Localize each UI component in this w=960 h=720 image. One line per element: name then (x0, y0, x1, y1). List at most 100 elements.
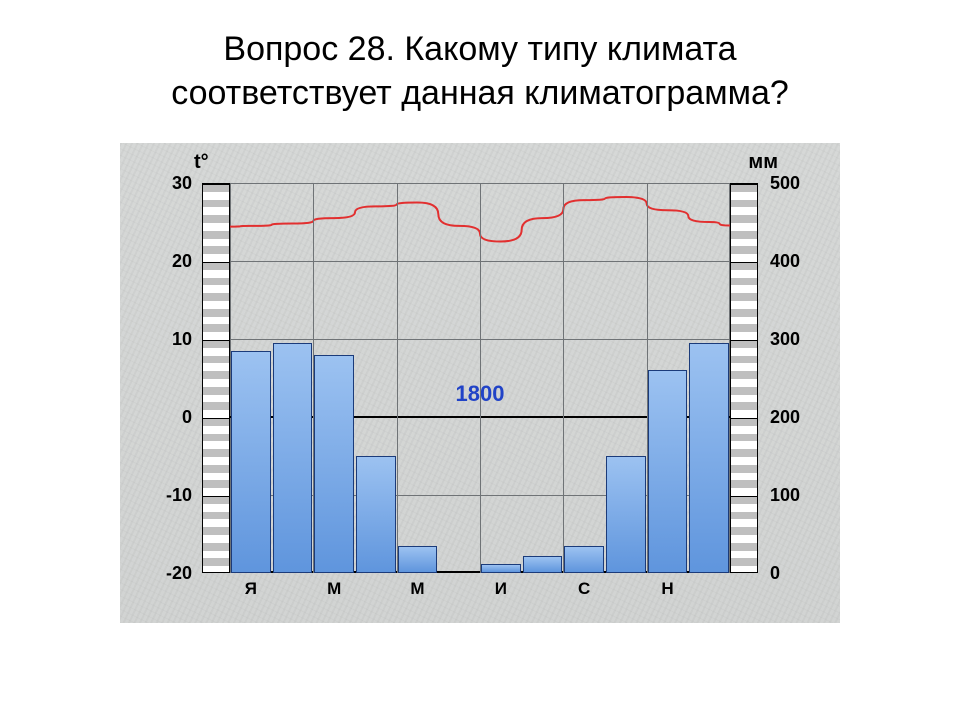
ruler-band (731, 356, 757, 364)
ruler-band (731, 293, 757, 301)
x-tick-label: М (327, 579, 341, 599)
precip-bar (314, 355, 354, 573)
ruler-band (731, 434, 757, 442)
climograph: t° мм 1800 30 500 20 400 10 300 0 200 -10 100 -20 0… (120, 143, 840, 623)
ruler-band (731, 543, 757, 551)
right-scale-ruler (730, 183, 758, 573)
right-tick-label: 300 (770, 329, 822, 350)
ruler-band (203, 527, 229, 535)
ruler-major-tick (203, 262, 229, 263)
plot-area: 1800 (230, 183, 730, 573)
ruler-major-tick (203, 184, 229, 185)
ruler-band (203, 480, 229, 488)
ruler-band (203, 512, 229, 520)
ruler-band (731, 200, 757, 208)
ruler-band (203, 184, 229, 192)
ruler-band (731, 340, 757, 348)
precip-bar (273, 343, 313, 573)
ruler-band (731, 480, 757, 488)
ruler-band (203, 402, 229, 410)
ruler-band (731, 278, 757, 286)
ruler-band (731, 496, 757, 504)
precip-bar (231, 351, 271, 573)
precip-bar (523, 556, 563, 573)
ruler-band (203, 200, 229, 208)
ruler-major-tick (731, 184, 757, 185)
ruler-band (203, 293, 229, 301)
ruler-band (731, 184, 757, 192)
ruler-band (731, 512, 757, 520)
x-tick-label: Я (245, 579, 257, 599)
ruler-major-tick (203, 418, 229, 419)
ruler-band (731, 231, 757, 239)
ruler-band (203, 434, 229, 442)
x-tick-label: И (495, 579, 507, 599)
ruler-major-tick (731, 418, 757, 419)
left-tick-label: 0 (146, 407, 192, 428)
ruler-band (731, 371, 757, 379)
left-scale-ruler (202, 183, 230, 573)
ruler-band (731, 262, 757, 270)
left-tick-label: 30 (146, 173, 192, 194)
right-tick-label: 0 (770, 563, 822, 584)
left-tick-label: -20 (146, 563, 192, 584)
ruler-band (731, 309, 757, 317)
x-tick-label: С (578, 579, 590, 599)
ruler-band (203, 231, 229, 239)
ruler-band (203, 387, 229, 395)
ruler-band (731, 418, 757, 426)
left-tick-label: 20 (146, 251, 192, 272)
right-tick-label: 200 (770, 407, 822, 428)
ruler-band (203, 262, 229, 270)
right-axis-title: мм (748, 151, 778, 174)
ruler-band (203, 465, 229, 473)
ruler-band (731, 558, 757, 566)
ruler-major-tick (203, 340, 229, 341)
precip-bar (689, 343, 729, 573)
right-tick-label: 500 (770, 173, 822, 194)
ruler-band (203, 449, 229, 457)
right-tick-label: 400 (770, 251, 822, 272)
gridline-v (480, 183, 481, 573)
ruler-major-tick (731, 262, 757, 263)
precip-bar (398, 546, 438, 573)
title-line-1: Вопрос 28. Какому типу климата (223, 30, 736, 68)
title-line-2: соответствует данная климатограмма? (171, 74, 789, 112)
left-axis-title: t° (194, 151, 209, 174)
precip-bar (648, 370, 688, 573)
precip-bar (564, 546, 604, 573)
gridline-v (563, 183, 564, 573)
left-tick-label: 10 (146, 329, 192, 350)
precip-bar (481, 564, 521, 573)
ruler-band (731, 324, 757, 332)
ruler-band (203, 371, 229, 379)
ruler-major-tick (731, 340, 757, 341)
ruler-band (203, 324, 229, 332)
ruler-major-tick (203, 496, 229, 497)
x-tick-label: Н (661, 579, 673, 599)
ruler-band (203, 278, 229, 286)
ruler-band (203, 558, 229, 566)
ruler-band (731, 449, 757, 457)
ruler-major-tick (731, 496, 757, 497)
ruler-band (203, 496, 229, 504)
left-tick-label: -10 (146, 485, 192, 506)
ruler-band (203, 215, 229, 223)
x-tick-label: М (410, 579, 424, 599)
ruler-band (203, 418, 229, 426)
ruler-band (203, 543, 229, 551)
ruler-band (203, 309, 229, 317)
ruler-band (731, 527, 757, 535)
ruler-band (731, 215, 757, 223)
right-tick-label: 100 (770, 485, 822, 506)
ruler-band (203, 356, 229, 364)
gridline-v (397, 183, 398, 573)
ruler-band (731, 387, 757, 395)
precip-bar (606, 456, 646, 573)
ruler-band (203, 246, 229, 254)
ruler-band (731, 246, 757, 254)
ruler-band (203, 340, 229, 348)
precip-bar (356, 456, 396, 573)
ruler-band (731, 465, 757, 473)
ruler-band (731, 402, 757, 410)
